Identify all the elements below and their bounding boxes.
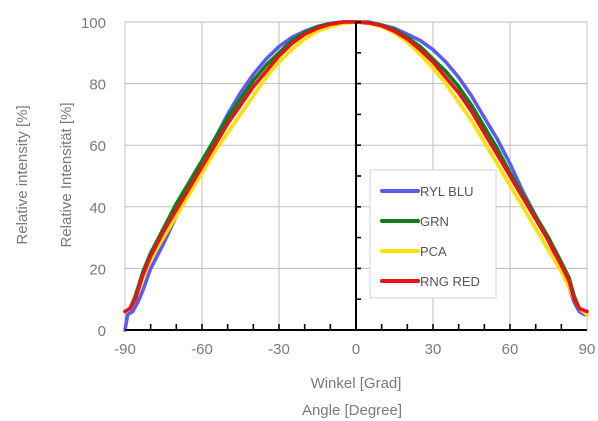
y-tick-label: 0 bbox=[98, 323, 106, 340]
y-tick-label: 100 bbox=[81, 15, 106, 32]
legend-label: RYL BLU bbox=[420, 184, 473, 199]
legend: RYL BLU GRN PCA RNG RED bbox=[369, 169, 497, 299]
y-axis-title: Relative Intensität [%] bbox=[58, 102, 75, 247]
x-tick-label: -30 bbox=[268, 341, 290, 358]
x-tick-label: -90 bbox=[114, 341, 136, 358]
y-tick-label: 20 bbox=[89, 261, 106, 278]
legend-label: PCA bbox=[420, 244, 447, 259]
x-axis-title: Winkel [Grad] bbox=[311, 375, 402, 392]
y-tick-label: 60 bbox=[89, 138, 106, 155]
y-axis-title-secondary: Relative intensity [%] bbox=[14, 105, 31, 244]
y-tick-label: 80 bbox=[89, 77, 106, 94]
legend-label: RNG RED bbox=[420, 274, 480, 289]
x-tick-label: 90 bbox=[579, 341, 596, 358]
y-tick-label: 40 bbox=[89, 200, 106, 217]
legend-label: GRN bbox=[420, 214, 449, 229]
x-axis-title-secondary: Angle [Degree] bbox=[302, 402, 402, 419]
x-tick-label: 30 bbox=[425, 341, 442, 358]
x-tick-label: 60 bbox=[502, 341, 519, 358]
tick-labels: -90 -60 -30 0 30 60 90 0 20 40 60 80 100 bbox=[81, 15, 595, 358]
x-tick-label: 0 bbox=[352, 341, 360, 358]
axes bbox=[125, 21, 587, 331]
x-tick-label: -60 bbox=[191, 341, 213, 358]
